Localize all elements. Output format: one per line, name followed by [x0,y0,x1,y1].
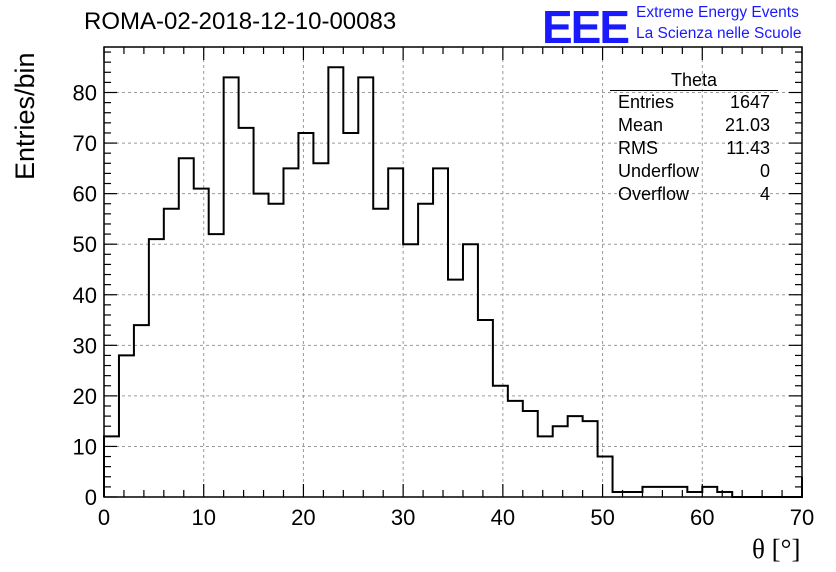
stats-row: Overflow 4 [610,183,778,206]
x-tick-label: 20 [291,505,315,530]
stats-box: Theta Entries 1647 Mean 21.03 RMS 11.43 Und… [610,70,778,206]
y-tick-label: 20 [73,384,97,409]
grid-lines [104,47,802,497]
x-tick-label: 50 [590,505,614,530]
x-tick-label: 10 [191,505,215,530]
stats-value: 4 [759,184,770,204]
stats-value: 0 [759,161,770,181]
x-tick-label: 60 [690,505,714,530]
stats-label: Entries [618,92,675,112]
stats-value: 21.03 [724,115,770,135]
x-tick-label: 70 [790,505,814,530]
x-axis-label: θ [°] [752,534,801,564]
y-tick-label: 50 [73,232,97,257]
stats-row: RMS 11.43 [610,137,778,160]
stats-row: Entries 1647 [610,91,778,114]
stats-label: Overflow [618,184,690,204]
axis-ticks [103,47,803,498]
y-axis-label: Entries/bin [10,52,40,180]
x-tick-label: 30 [391,505,415,530]
stats-label: RMS [618,138,658,158]
logo-line-1: Extreme Energy Events [636,4,799,21]
y-tick-label: 30 [73,333,97,358]
plot-frame [103,46,803,498]
y-tick-label: 60 [73,182,97,207]
y-tick-label: 80 [73,81,97,106]
y-tick-label: 40 [73,283,97,308]
stats-title: Theta [610,70,778,91]
plot-title: ROMA-02-2018-12-10-00083 [84,8,397,35]
stats-row: Mean 21.03 [610,114,778,137]
stats-label: Mean [618,115,664,135]
x-tick-label: 0 [98,505,110,530]
y-tick-label: 0 [85,485,97,510]
y-tick-label: 10 [73,434,97,459]
stats-value: 1647 [729,92,770,112]
stats-value: 11.43 [726,138,770,158]
logo-line-2: La Scienza nelle Scuole [636,25,802,42]
histogram-series [103,66,803,498]
x-tick-label: 40 [491,505,515,530]
stats-label: Underflow [618,161,700,181]
y-tick-label: 70 [73,131,97,156]
eee-logo: EEE [542,1,630,53]
stats-row: Underflow 0 [610,160,778,183]
